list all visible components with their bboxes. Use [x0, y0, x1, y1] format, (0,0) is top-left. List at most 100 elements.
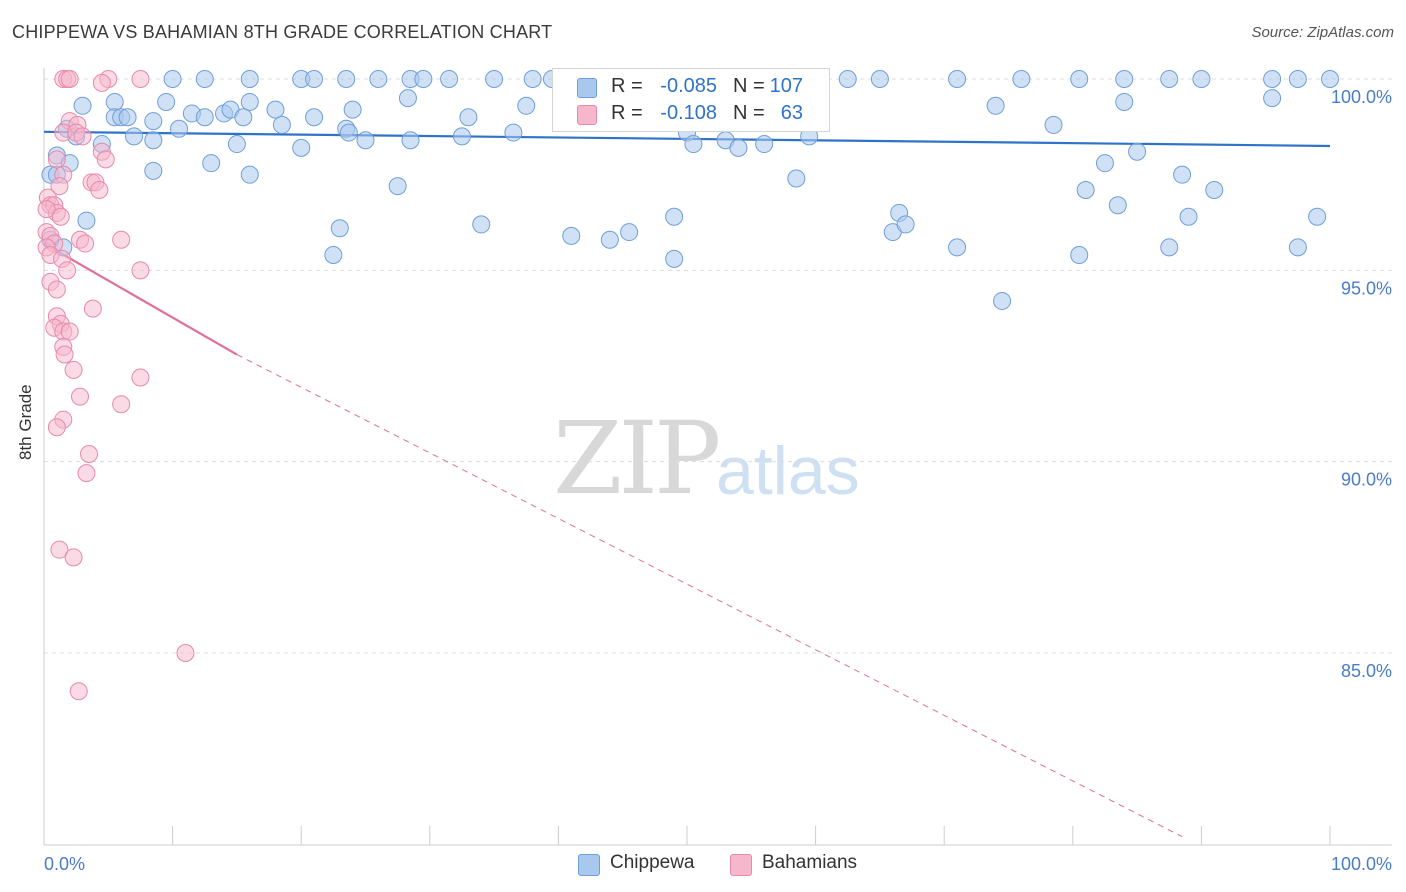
- chippewa-swatch-icon: [577, 78, 597, 98]
- watermark-atlas: atlas: [716, 433, 860, 509]
- bahamian-point: [64, 548, 83, 567]
- chippewa-point: [202, 154, 221, 173]
- chippewa-point: [562, 226, 581, 245]
- chippewa-point: [337, 70, 356, 88]
- bahamian-point: [112, 395, 131, 414]
- bahamian-point: [55, 345, 74, 364]
- legend-r-label: R =: [611, 75, 643, 97]
- watermark-zip: ZIP: [553, 400, 721, 517]
- chippewa-point: [240, 70, 259, 88]
- chippewa-point: [870, 70, 889, 88]
- chippewa-point: [459, 108, 478, 127]
- legend-n-value: 107: [769, 75, 803, 97]
- chippewa-legend-icon: [578, 854, 600, 876]
- legend-r-value: -0.108: [660, 102, 717, 124]
- bahamian-point: [96, 150, 115, 169]
- chippewa-point: [1179, 207, 1198, 226]
- chippewa-point: [1115, 92, 1134, 111]
- chippewa-point: [369, 70, 388, 88]
- chippewa-point: [1012, 70, 1031, 88]
- axes: [43, 68, 1392, 846]
- bahamians-legend-icon: [730, 854, 752, 876]
- chippewa-point: [398, 89, 417, 108]
- chippewa-point: [77, 211, 96, 230]
- x-tick-label: 100.0%: [1331, 854, 1392, 874]
- y-tick-label: 90.0%: [1341, 470, 1392, 490]
- chippewa-point: [144, 161, 163, 180]
- chippewa-point: [1288, 238, 1307, 257]
- y-tick-label: 95.0%: [1341, 278, 1392, 298]
- chippewa-point: [896, 215, 915, 234]
- source-credit: Source: ZipAtlas.com: [1251, 24, 1394, 41]
- chippewa-point: [948, 70, 967, 88]
- chippewa-point: [1263, 70, 1282, 88]
- chippewa-point: [195, 70, 214, 88]
- bahamian-point: [83, 299, 102, 318]
- chippewa-point: [73, 96, 92, 115]
- bahamian-point: [51, 207, 70, 226]
- chippewa-point: [305, 70, 324, 88]
- bahamian-point: [37, 200, 56, 219]
- chippewa-point: [356, 131, 375, 150]
- bahamian-point: [77, 464, 96, 483]
- bahamian-point: [76, 234, 95, 253]
- chippewa-point: [125, 127, 144, 146]
- chippewa-point: [1070, 246, 1089, 265]
- bahamian-point: [73, 127, 92, 146]
- chippewa-point: [240, 92, 259, 111]
- bahamian-point: [71, 387, 90, 406]
- chippewa-point: [157, 92, 176, 111]
- legend-r-label: R =: [611, 102, 643, 124]
- chippewa-point: [1192, 70, 1211, 88]
- bahamian-point: [50, 177, 69, 196]
- chippewa-point: [324, 246, 343, 265]
- chippewa-point: [485, 70, 504, 88]
- y-tick-label: 85.0%: [1341, 661, 1392, 681]
- bahamian-point: [69, 682, 88, 701]
- bahamians-swatch-icon: [577, 105, 597, 125]
- bahamian-point: [112, 230, 131, 249]
- y-tick-label: 100.0%: [1331, 87, 1392, 107]
- bahamian-point: [92, 73, 111, 92]
- bahamian-point: [58, 261, 77, 280]
- chippewa-point: [163, 70, 182, 88]
- bahamian-point: [176, 644, 195, 662]
- chippewa-point: [517, 96, 536, 115]
- bahamian-point: [131, 368, 150, 387]
- chippewa-point: [234, 108, 253, 127]
- chippewa-point: [1263, 89, 1282, 108]
- bahamian-point: [47, 418, 66, 437]
- trend-lines: [43, 130, 1331, 838]
- chippewa-point: [1108, 196, 1127, 215]
- bahamian-points: [37, 70, 195, 701]
- legend-row-chippewa: R = -0.085 N = 107: [553, 73, 829, 101]
- chart-title: CHIPPEWA VS BAHAMIAN 8TH GRADE CORRELATI…: [12, 22, 553, 42]
- chippewa-point: [227, 135, 246, 154]
- chippewa-point: [1115, 70, 1134, 88]
- chippewa-point: [1095, 154, 1114, 173]
- chippewa-point: [1321, 70, 1339, 88]
- chippewa-point: [339, 123, 358, 142]
- chippewa-point: [1160, 238, 1179, 257]
- chippewa-point: [272, 115, 291, 134]
- chippewa-point: [472, 215, 491, 234]
- legend-r-value: -0.085: [660, 75, 717, 97]
- bahamian-point: [131, 70, 150, 88]
- chippewa-point: [1076, 180, 1095, 199]
- chippewa-point: [343, 100, 362, 119]
- chippewa-point: [600, 230, 619, 249]
- chippewa-point: [388, 177, 407, 196]
- chippewa-point: [986, 96, 1005, 115]
- chippewa-point: [330, 219, 349, 238]
- chippewa-point: [170, 119, 189, 138]
- bahamian-trend-extension: [236, 354, 1183, 838]
- chippewa-point: [414, 70, 433, 88]
- bahamian-trend-line: [43, 242, 238, 356]
- legend-label-chippewa: Chippewa: [610, 852, 695, 873]
- correlation-legend: R = -0.085 N = 107 R = -0.108 N = 63: [552, 68, 830, 132]
- legend-n-label: N =: [733, 75, 765, 97]
- chippewa-point: [1308, 207, 1327, 226]
- chippewa-point: [305, 108, 324, 127]
- chippewa-point: [240, 165, 259, 184]
